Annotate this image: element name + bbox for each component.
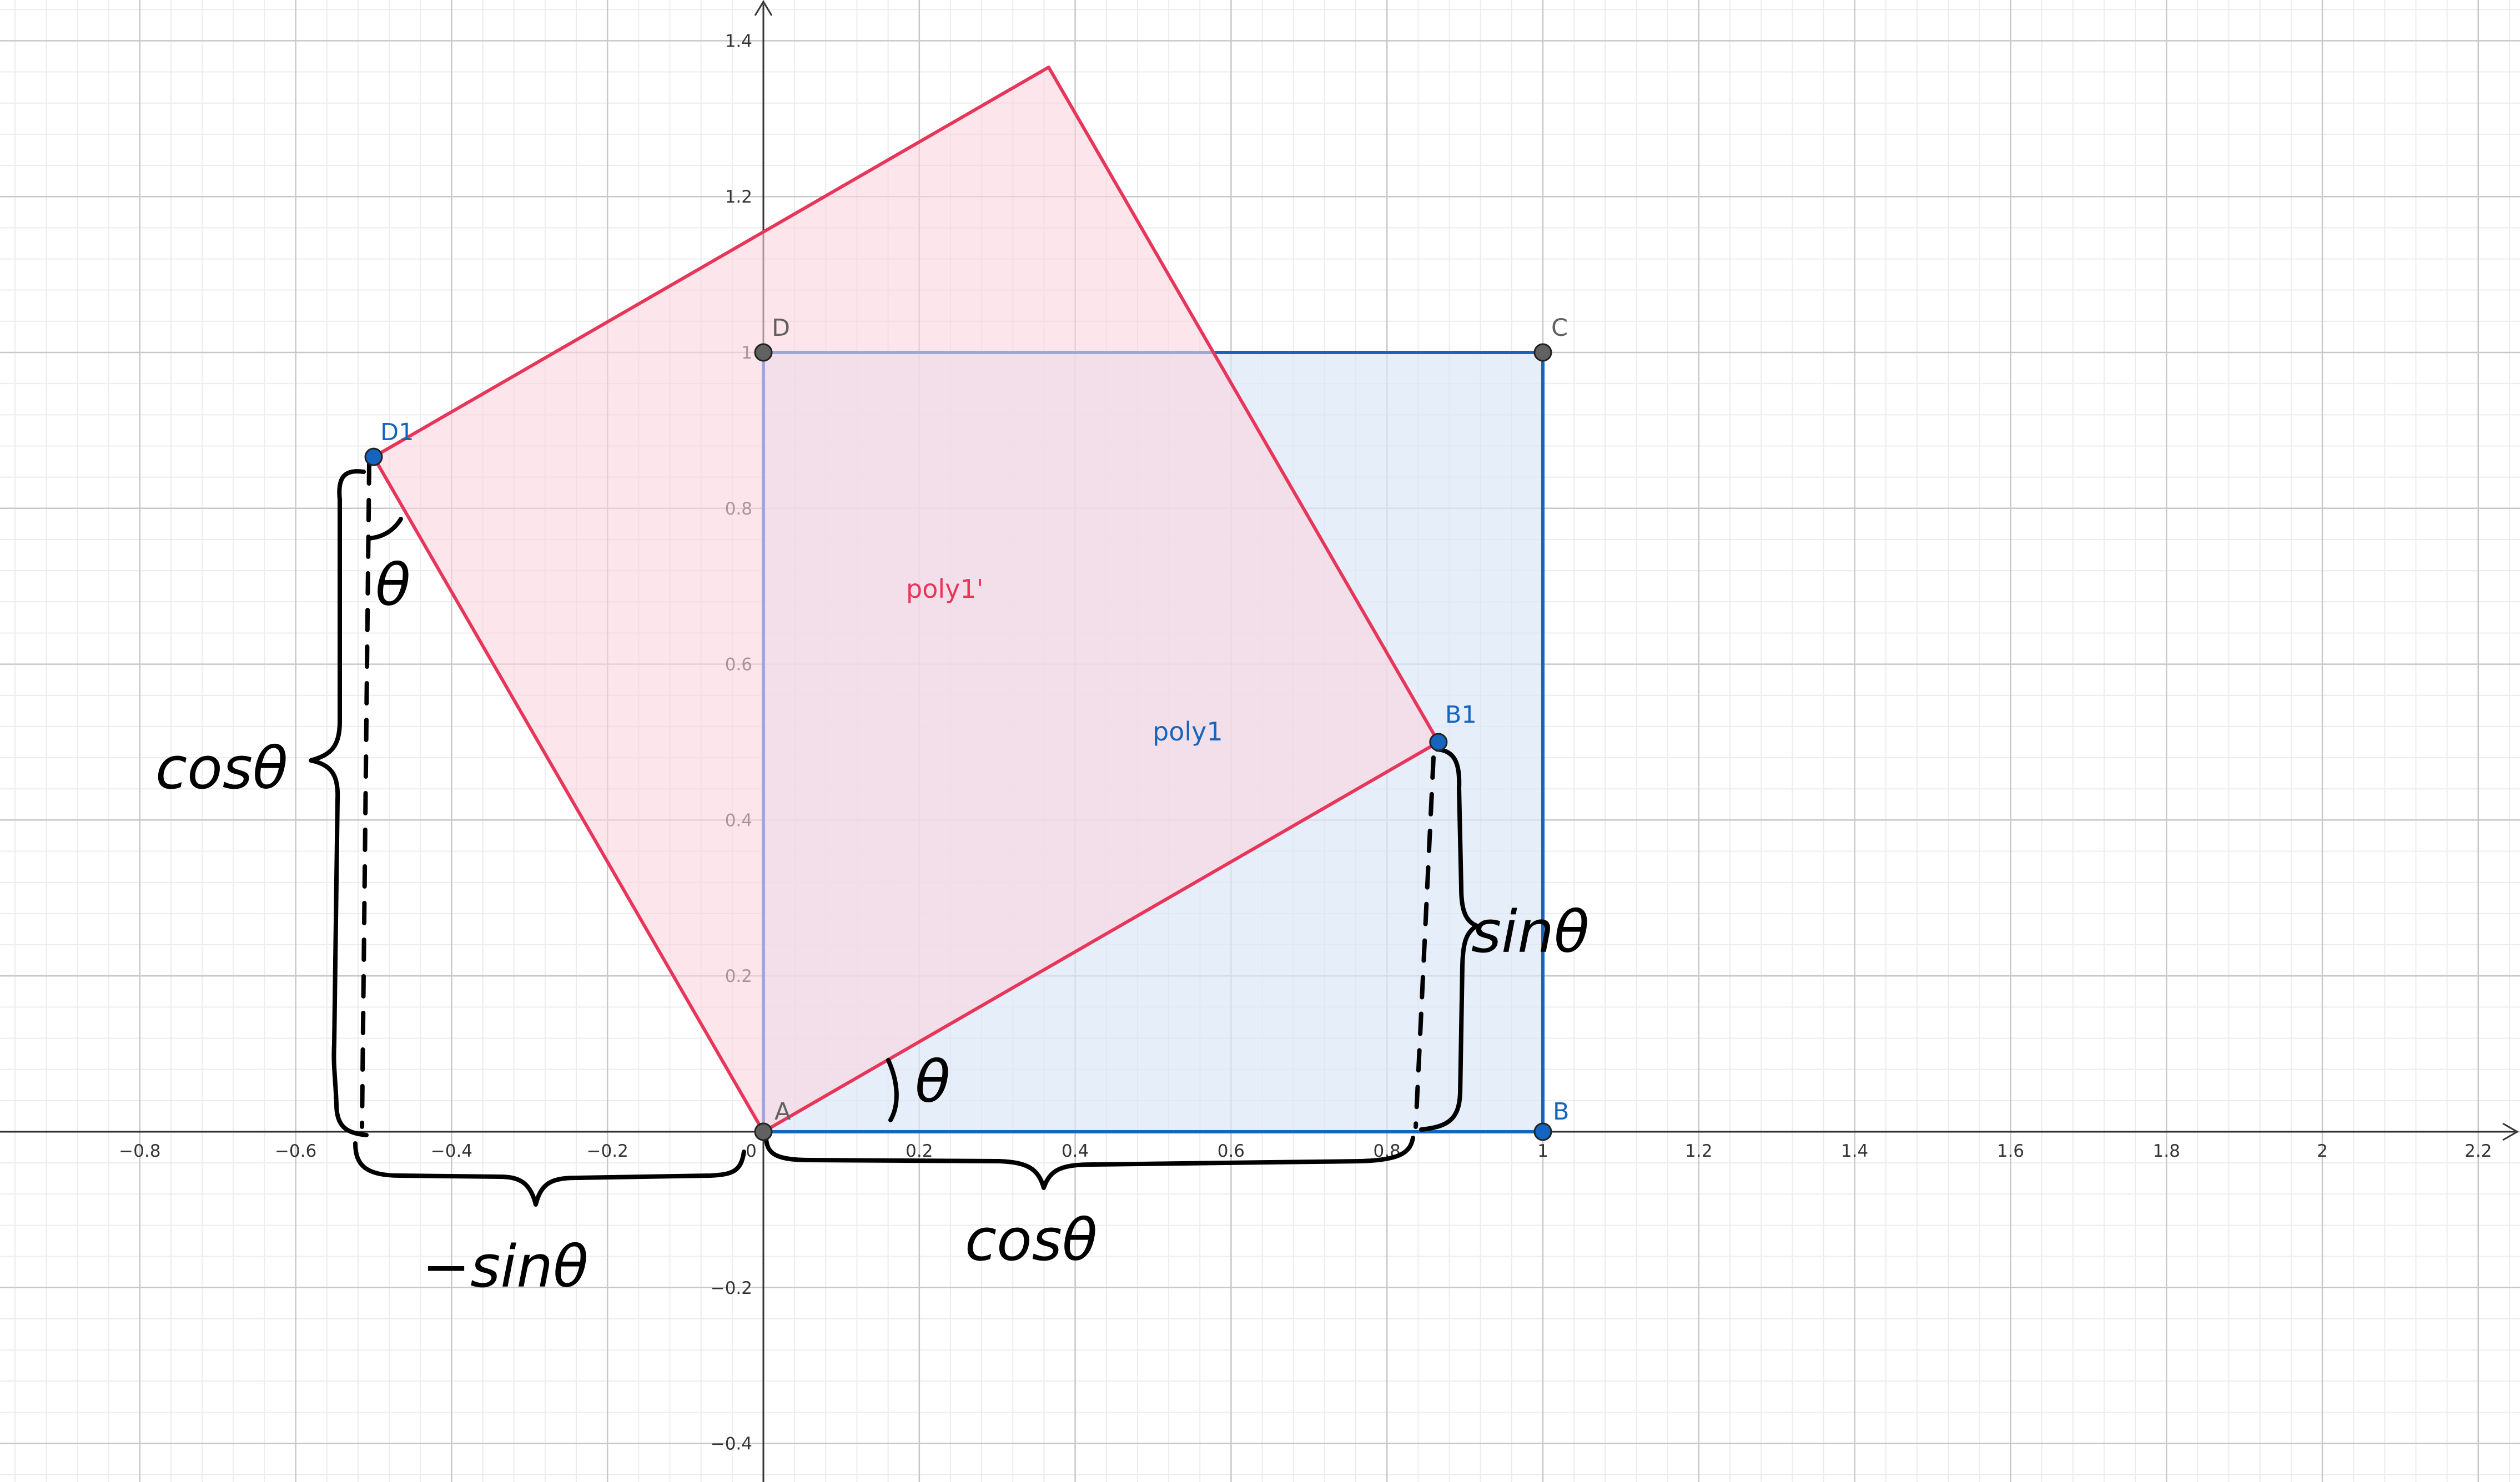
bottom-right-brace [764, 1136, 1415, 1190]
x-tick-label: 1.6 [1997, 1141, 2024, 1161]
point-B[interactable] [1533, 1122, 1552, 1141]
point-D1[interactable] [364, 447, 383, 466]
point-label-C: C [1551, 314, 1568, 342]
x-tick-label: −0.2 [587, 1141, 628, 1161]
y-tick-label: −0.4 [711, 1434, 752, 1454]
point-B1[interactable] [1429, 733, 1448, 752]
point-label-D: D [772, 314, 790, 342]
point-label-D1: D1 [380, 419, 414, 446]
x-tick-label: 0 [746, 1141, 757, 1161]
x-tick-label: 0.2 [906, 1141, 933, 1161]
x-tick-labels: −0.8 −0.6 −0.4 −0.2 0 0.2 0.4 0.6 0.8 1 1.2 1.4 1.6 1… [119, 1141, 2492, 1161]
bottom-left-brace [353, 1141, 746, 1207]
poly1-prime-label: poly1' [906, 574, 983, 604]
cos-theta-left-annotation: cosθ [155, 734, 288, 802]
x-tick-label: 1.8 [2153, 1141, 2180, 1161]
point-label-B1: B1 [1445, 701, 1477, 729]
right-brace [1419, 747, 1479, 1132]
y-tick-label: 1.4 [725, 31, 752, 51]
dashed-line-b1 [1414, 755, 1436, 1129]
y-axis-arrow [754, 0, 773, 16]
left-brace [309, 469, 369, 1137]
dashed-line-d1 [360, 461, 371, 1129]
x-axis-arrow [2502, 1122, 2519, 1141]
handwritten-annotations [309, 461, 1479, 1207]
poly1-label: poly1 [1153, 717, 1223, 747]
sin-theta-right-annotation: sinθ [1471, 898, 1590, 966]
point-A[interactable] [754, 1122, 773, 1141]
point-label-B: B [1553, 1098, 1570, 1126]
y-tick-label: −0.2 [711, 1278, 752, 1298]
x-tick-label: 0.4 [1062, 1141, 1089, 1161]
theta-arc-origin [886, 1058, 899, 1122]
theta-arc-d1 [366, 517, 403, 541]
theta-annotation-d1: θ [375, 551, 411, 619]
x-tick-label: 1.4 [1841, 1141, 1868, 1161]
x-tick-label: 1 [1537, 1141, 1548, 1161]
x-tick-label: −0.6 [275, 1141, 316, 1161]
x-tick-label: 2 [2317, 1141, 2328, 1161]
x-tick-label: −0.8 [119, 1141, 160, 1161]
point-label-A: A [774, 1098, 791, 1126]
x-tick-label: 1.2 [1685, 1141, 1712, 1161]
cos-theta-bottom-annotation: cosθ [965, 1206, 1098, 1274]
x-tick-label: −0.4 [431, 1141, 472, 1161]
y-tick-label: 1.2 [725, 187, 752, 207]
point-D[interactable] [754, 343, 773, 362]
point-C[interactable] [1533, 343, 1552, 362]
x-tick-label: 0.6 [1218, 1141, 1245, 1161]
x-tick-label: 2.2 [2464, 1141, 2492, 1161]
negative-sin-theta-annotation: −sinθ [422, 1233, 588, 1300]
theta-annotation-origin: θ [915, 1048, 950, 1116]
poly1-prime-rotated-square[interactable] [372, 65, 1440, 1133]
points-layer: A B C D B1 D1 [364, 314, 1570, 1141]
